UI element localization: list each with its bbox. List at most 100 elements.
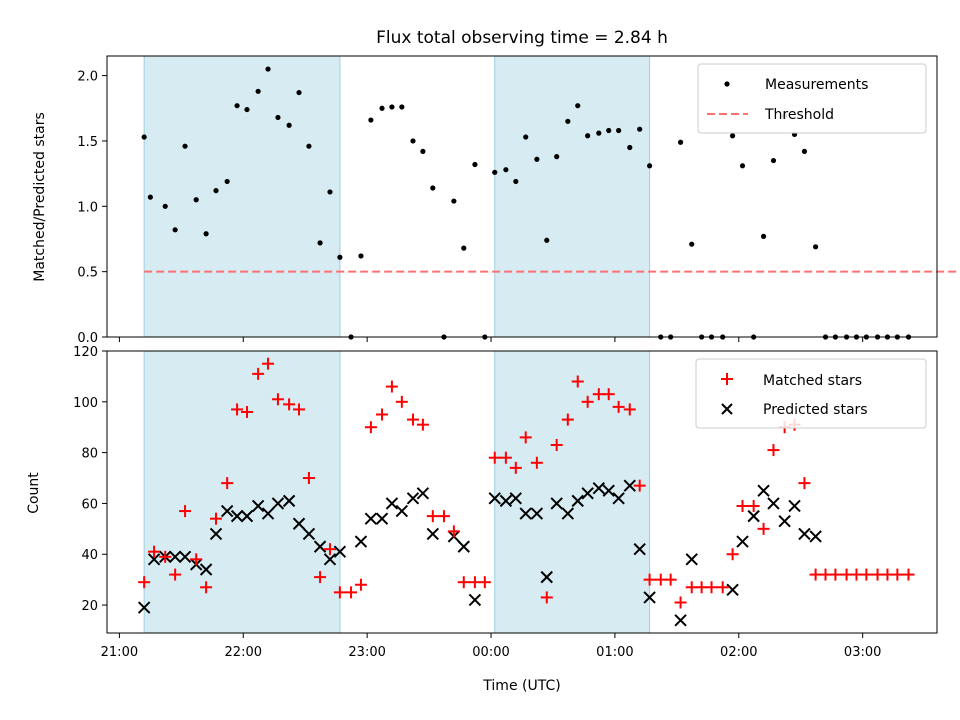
measurement-point xyxy=(368,117,374,123)
matched-star-point xyxy=(581,395,594,408)
measurement-point xyxy=(410,138,416,144)
predicted-star-point xyxy=(220,504,234,518)
measurement-point xyxy=(565,118,571,124)
matched-star-point xyxy=(798,477,811,490)
measurement-point xyxy=(627,144,633,151)
measurement-point xyxy=(162,203,168,209)
bottom-y-axis: 20 40 60 80 100 120 xyxy=(73,345,107,614)
measurement-point xyxy=(224,178,230,185)
matched-star-point xyxy=(200,581,213,594)
x-tick-label: 00:00 xyxy=(472,645,509,660)
top-panel: 0.00.51.01.52.0 Matched/Predicted stars … xyxy=(32,55,960,346)
top-legend: Measurements Threshold xyxy=(697,63,927,134)
matched-star-point xyxy=(540,591,553,604)
matched-star-point xyxy=(519,431,532,444)
predicted-star-point xyxy=(623,479,636,492)
shaded-span xyxy=(494,350,651,634)
predicted-star-point xyxy=(519,507,532,520)
legend-label-matched: Matched stars xyxy=(763,373,862,389)
y-tick-label: 1.0 xyxy=(77,200,98,215)
measurement-point xyxy=(147,194,153,200)
legend-marker-predicted xyxy=(721,403,733,415)
shaded-span xyxy=(143,55,341,338)
matched-star-point xyxy=(240,405,253,418)
legend-label-threshold: Threshold xyxy=(764,107,834,123)
predicted-star-point xyxy=(199,563,213,576)
bottom-x-axis: 21:00 22:00 23:00 00:00 01:00 02:00 03:00 xyxy=(101,633,881,660)
bottom-plot-frame xyxy=(106,350,938,634)
measurement-point xyxy=(451,198,457,204)
x-tick-label: 03:00 xyxy=(844,645,881,660)
matched-star-point xyxy=(385,380,398,393)
predicted-star-point xyxy=(426,527,440,541)
predicted-star-point xyxy=(499,494,513,508)
predicted-star-point xyxy=(592,481,606,495)
predicted-star-point xyxy=(209,527,223,541)
predicted-star-point xyxy=(323,553,337,566)
predicted-star-point xyxy=(385,497,399,510)
x-axis-label: Time (UTC) xyxy=(482,678,560,694)
predicted-star-point xyxy=(375,512,389,525)
predicted-star-point xyxy=(457,540,470,553)
measurement-point xyxy=(358,253,364,259)
matched-star-point xyxy=(169,568,182,581)
matched-star-point xyxy=(190,553,203,566)
matched-star-point xyxy=(262,357,275,370)
legend-marker-matched xyxy=(721,373,733,385)
predicted-star-point xyxy=(798,527,811,541)
predicted-star-point xyxy=(261,507,275,520)
predicted-star-point xyxy=(767,497,780,510)
matched-star-point xyxy=(302,472,315,485)
measurement-point xyxy=(554,154,560,160)
measurement-point xyxy=(296,89,302,96)
predicted-star-point xyxy=(178,550,192,563)
y-tick-label: 100 xyxy=(73,396,98,411)
legend-marker-measurements xyxy=(724,81,730,87)
matched-star-point xyxy=(323,543,336,556)
matched-star-point xyxy=(333,586,346,599)
measurement-point xyxy=(193,197,199,203)
matched-star-point xyxy=(271,393,284,406)
measurement-point xyxy=(770,157,777,164)
matched-star-point xyxy=(252,367,265,380)
chart-title: Flux total observing time = 2.84 h xyxy=(376,28,668,48)
predicted-star-point xyxy=(581,487,594,500)
x-tick-label: 01:00 xyxy=(596,645,633,660)
matched-star-point xyxy=(891,568,904,581)
matched-star-point xyxy=(437,510,450,523)
top-shaded-spans xyxy=(143,55,651,338)
predicted-star-point xyxy=(137,601,151,614)
matched-star-point xyxy=(664,573,677,586)
matched-star-point xyxy=(509,461,522,474)
matched-star-point xyxy=(179,505,192,518)
matched-star-point xyxy=(561,413,574,426)
predicted-stars-series xyxy=(137,479,822,627)
matched-star-point xyxy=(138,576,151,589)
measurement-point xyxy=(801,148,808,155)
measurement-point xyxy=(389,104,395,110)
measurement-point xyxy=(286,122,292,128)
predicted-star-point xyxy=(550,497,563,510)
predicted-star-point xyxy=(736,535,749,548)
y-tick-label: 120 xyxy=(73,345,98,360)
matched-star-point xyxy=(767,444,780,457)
matched-star-point xyxy=(406,413,419,426)
y-tick-label: 2.0 xyxy=(77,70,98,85)
matched-star-point xyxy=(345,586,358,599)
matched-star-point xyxy=(395,395,408,408)
measurement-point xyxy=(812,244,819,250)
predicted-star-point xyxy=(757,484,770,497)
matched-star-point xyxy=(757,522,770,535)
measurement-point xyxy=(523,134,529,140)
matched-star-point xyxy=(716,581,729,594)
predicted-star-point xyxy=(509,492,523,505)
y-tick-label: 60 xyxy=(81,497,98,512)
predicted-star-point xyxy=(292,517,306,530)
y-tick-label: 20 xyxy=(81,599,98,614)
bottom-panel: 20 40 60 80 100 120 21:00 22:00 23:00 00:00 01:00… xyxy=(26,345,938,694)
predicted-star-point xyxy=(602,484,615,497)
predicted-star-point xyxy=(561,507,575,520)
matched-star-point xyxy=(623,403,636,416)
predicted-star-point xyxy=(778,515,791,528)
